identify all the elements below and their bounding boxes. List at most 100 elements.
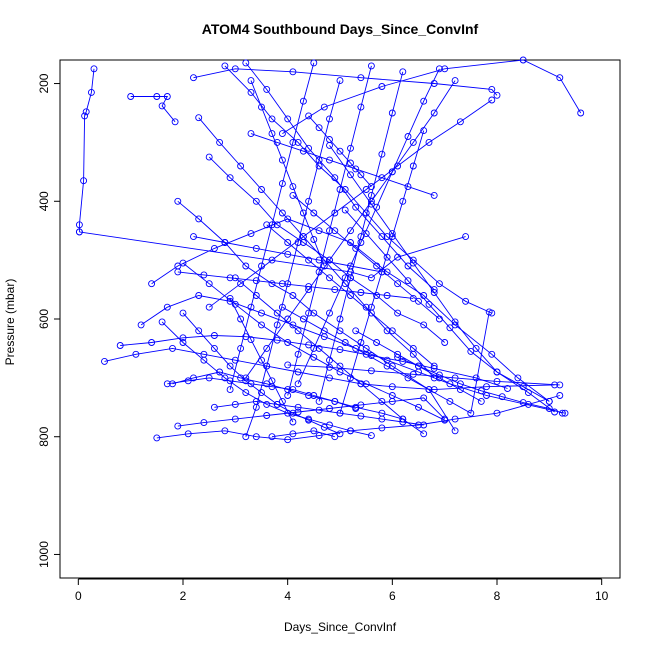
- data-point: [127, 93, 135, 100]
- data-point: [362, 350, 370, 358]
- series-29: [163, 374, 360, 412]
- data-point: [268, 377, 276, 385]
- data-point: [268, 256, 276, 264]
- data-point: [451, 415, 459, 423]
- data-point: [310, 59, 318, 67]
- data-point: [446, 397, 454, 405]
- data-point: [305, 197, 313, 205]
- data-point: [305, 112, 313, 120]
- data-point: [388, 397, 396, 405]
- data-point: [163, 93, 171, 100]
- data-point: [247, 336, 255, 344]
- data-point: [294, 368, 302, 376]
- data-point: [352, 244, 360, 252]
- data-point: [294, 327, 302, 335]
- x-tick-label: 0: [75, 589, 82, 603]
- data-point: [336, 362, 344, 370]
- series-44: [284, 361, 564, 389]
- data-point: [237, 374, 245, 382]
- series-line: [245, 80, 456, 379]
- data-point: [420, 97, 428, 105]
- data-point: [242, 433, 250, 441]
- data-point: [467, 347, 475, 355]
- data-point: [336, 409, 344, 417]
- data-point: [336, 186, 344, 193]
- data-point: [273, 309, 281, 317]
- data-point: [347, 171, 354, 179]
- data-point: [409, 294, 417, 302]
- data-point: [456, 118, 464, 126]
- data-point: [299, 147, 307, 155]
- data-point: [357, 171, 365, 179]
- data-point: [278, 180, 286, 188]
- data-point: [242, 377, 250, 385]
- data-point: [435, 280, 443, 288]
- series-line: [297, 68, 440, 384]
- data-point: [326, 136, 333, 143]
- data-point: [367, 274, 375, 282]
- data-point: [226, 274, 234, 282]
- series-line: [308, 115, 372, 187]
- data-point: [174, 268, 182, 276]
- series-line: [397, 356, 563, 414]
- data-point: [226, 174, 234, 182]
- data-point: [336, 346, 344, 354]
- data-point: [268, 280, 276, 288]
- data-point: [226, 297, 234, 305]
- x-tick-label: 4: [284, 589, 291, 603]
- data-point: [430, 364, 438, 372]
- data-point: [210, 403, 218, 411]
- data-point: [415, 362, 422, 370]
- data-point: [352, 327, 360, 335]
- data-point: [163, 303, 171, 311]
- series-line: [229, 62, 315, 390]
- data-point: [378, 233, 386, 241]
- series-16: [242, 77, 344, 441]
- data-point: [231, 356, 239, 364]
- series-14: [242, 59, 438, 294]
- data-point: [441, 339, 449, 346]
- data-point: [305, 309, 313, 317]
- series-1: [75, 65, 98, 236]
- data-point: [556, 392, 564, 399]
- data-point: [409, 162, 417, 170]
- data-point: [247, 303, 255, 311]
- data-point: [388, 383, 396, 391]
- data-point: [299, 315, 307, 323]
- data-point: [216, 138, 224, 146]
- data-point: [347, 262, 354, 270]
- series-line: [344, 209, 550, 402]
- data-point: [331, 286, 339, 294]
- data-point: [315, 227, 323, 235]
- data-point: [514, 374, 522, 382]
- data-point: [273, 400, 281, 408]
- data-point: [294, 350, 302, 358]
- series-line: [214, 400, 424, 426]
- data-point: [278, 156, 286, 164]
- data-point: [331, 174, 339, 182]
- x-tick-label: 10: [595, 589, 609, 603]
- series-30: [210, 397, 428, 429]
- data-point: [252, 197, 260, 205]
- data-point: [435, 374, 443, 382]
- series-42: [179, 309, 344, 438]
- data-point: [315, 344, 323, 352]
- data-point: [399, 357, 407, 365]
- series-line: [229, 298, 294, 423]
- data-point: [383, 233, 391, 241]
- data-point: [472, 344, 480, 352]
- data-point: [420, 127, 428, 135]
- data-point: [237, 280, 245, 288]
- data-point: [545, 405, 553, 412]
- data-point: [210, 344, 218, 352]
- data-point: [467, 409, 475, 417]
- data-point: [383, 327, 391, 335]
- data-point: [404, 374, 412, 382]
- series-line: [282, 59, 582, 134]
- data-point: [315, 156, 323, 164]
- data-point: [378, 415, 386, 423]
- chart-title: ATOM4 Southbound Days_Since_ConvInf: [202, 21, 479, 37]
- data-point: [367, 183, 375, 191]
- data-point: [75, 228, 83, 236]
- data-point: [273, 336, 281, 344]
